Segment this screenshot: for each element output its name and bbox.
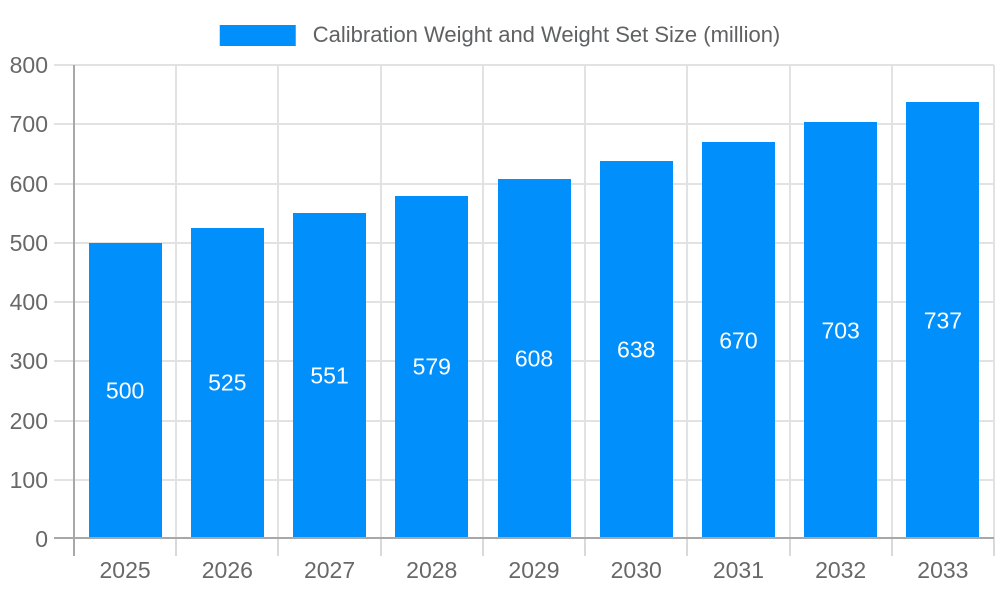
x-gridline [788, 65, 791, 539]
y-axis-label: 200 [9, 407, 48, 434]
bar[interactable]: 703 [804, 122, 878, 539]
y-axis-label: 300 [9, 348, 48, 375]
y-axis-label: 0 [35, 526, 48, 552]
bar-value-label: 500 [105, 377, 145, 404]
y-tick [54, 419, 74, 422]
y-tick [54, 182, 74, 185]
x-tick [890, 539, 893, 556]
bar[interactable]: 525 [190, 227, 264, 539]
x-tick [686, 539, 689, 556]
bar-value-label: 608 [514, 345, 554, 372]
bar-value-label: 551 [310, 362, 349, 389]
y-axis-label: 100 [9, 466, 48, 493]
x-axis-label: 2031 [712, 557, 765, 583]
bar-value-label: 670 [719, 327, 758, 354]
bar[interactable]: 551 [293, 212, 367, 539]
y-axis-label: 500 [9, 229, 48, 256]
y-tick [54, 360, 74, 363]
x-axis-label: 2032 [815, 557, 867, 583]
x-gridline [993, 65, 995, 539]
y-tick [54, 241, 74, 244]
bar-value-label: 638 [617, 336, 656, 363]
y-tick [54, 64, 74, 66]
y-gridline [74, 64, 994, 66]
bar-value-label: 703 [821, 317, 860, 344]
y-axis-label: 800 [9, 52, 48, 78]
y-axis-line [73, 65, 75, 556]
x-axis-label: 2033 [917, 557, 969, 583]
x-gridline [584, 65, 587, 539]
y-gridline [74, 123, 994, 126]
bar-value-label: 525 [208, 369, 247, 396]
y-axis-label: 600 [9, 170, 48, 197]
x-axis-label: 2026 [201, 557, 253, 583]
y-axis-label: 400 [9, 289, 48, 315]
bar[interactable]: 608 [497, 178, 571, 539]
y-tick [54, 123, 74, 126]
x-axis-label: 2028 [406, 557, 458, 583]
x-tick [277, 539, 280, 556]
bar[interactable]: 579 [395, 195, 469, 539]
x-axis-label: 2025 [99, 557, 151, 583]
x-tick [481, 539, 484, 556]
x-axis-line [54, 537, 994, 539]
x-gridline [481, 65, 484, 539]
bar[interactable]: 500 [88, 242, 162, 539]
x-gridline [890, 65, 893, 539]
x-axis-label: 2027 [303, 557, 356, 583]
y-axis-label: 700 [9, 111, 48, 138]
x-tick [175, 539, 178, 556]
plot-area: 500 525 551 579 608 638 670 703 737 [54, 64, 995, 556]
x-axis-label: 2029 [508, 557, 560, 583]
x-axis-label: 2030 [610, 557, 662, 583]
x-gridline [379, 65, 382, 539]
x-gridline [686, 65, 689, 539]
x-tick [379, 539, 382, 556]
bar[interactable]: 670 [701, 142, 775, 539]
x-tick [993, 539, 995, 556]
y-tick [54, 478, 74, 481]
legend[interactable]: Calibration Weight and Weight Set Size (… [219, 22, 781, 48]
bar[interactable]: 638 [599, 161, 673, 539]
legend-label: Calibration Weight and Weight Set Size (… [312, 22, 781, 47]
x-gridline [175, 65, 178, 539]
bar[interactable]: 737 [906, 102, 980, 539]
y-tick [54, 301, 74, 303]
legend-swatch [219, 24, 296, 46]
bar-value-label: 737 [923, 307, 963, 334]
x-tick [584, 539, 587, 556]
x-tick [788, 539, 791, 556]
bar-value-label: 579 [412, 353, 451, 380]
x-gridline [277, 65, 280, 539]
